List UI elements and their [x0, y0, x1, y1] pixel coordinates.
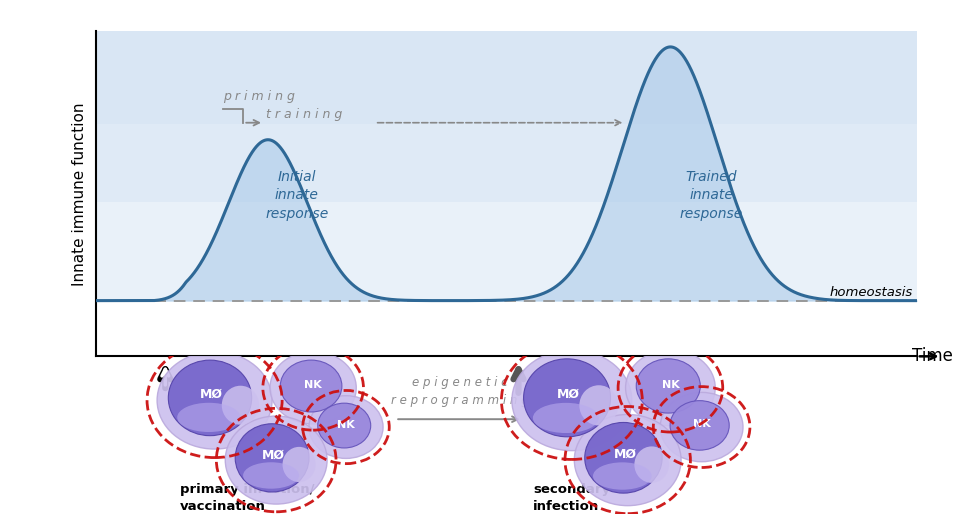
Ellipse shape: [222, 386, 259, 424]
Ellipse shape: [580, 385, 618, 425]
Text: MØ: MØ: [262, 449, 286, 461]
Ellipse shape: [660, 392, 743, 462]
Ellipse shape: [178, 403, 241, 432]
Ellipse shape: [281, 360, 342, 412]
Ellipse shape: [244, 462, 299, 489]
Y-axis label: Innate immune function: Innate immune function: [73, 102, 87, 286]
Ellipse shape: [270, 352, 356, 424]
Text: MØ: MØ: [613, 448, 637, 461]
Ellipse shape: [157, 352, 272, 449]
Text: e p i g e n e t i c
r e p r o g r a m m i n g: e p i g e n e t i c r e p r o g r a m m …: [391, 376, 528, 407]
Text: primary infection/
vaccination: primary infection/ vaccination: [180, 483, 314, 513]
Text: Time: Time: [912, 347, 953, 365]
Ellipse shape: [626, 350, 715, 425]
Ellipse shape: [634, 446, 669, 483]
Text: NK: NK: [305, 380, 322, 390]
Ellipse shape: [593, 462, 651, 490]
Bar: [96, 31, 917, 301]
Ellipse shape: [670, 401, 730, 450]
Ellipse shape: [574, 414, 681, 506]
Text: p r i m i n g: p r i m i n g: [223, 90, 295, 103]
Text: NK: NK: [662, 380, 679, 390]
Text: Trained
innate
response: Trained innate response: [680, 170, 743, 221]
Text: homeostasis: homeostasis: [830, 286, 913, 299]
Bar: [96, 31, 917, 124]
Ellipse shape: [235, 424, 309, 492]
Ellipse shape: [283, 447, 316, 482]
Ellipse shape: [584, 422, 662, 493]
Ellipse shape: [168, 360, 252, 435]
Ellipse shape: [523, 359, 610, 437]
Text: NK: NK: [692, 419, 711, 430]
Ellipse shape: [308, 396, 383, 458]
Text: MØ: MØ: [201, 388, 223, 401]
Text: NK: NK: [337, 420, 355, 430]
Text: t r a i n i n g: t r a i n i n g: [266, 108, 343, 121]
Ellipse shape: [636, 359, 700, 413]
Text: MØ: MØ: [558, 388, 581, 401]
Bar: [96, 31, 917, 202]
Text: Initial
innate
response: Initial innate response: [265, 170, 329, 221]
Text: secondary
infection: secondary infection: [533, 483, 610, 513]
Ellipse shape: [512, 350, 632, 451]
Ellipse shape: [533, 403, 599, 433]
Ellipse shape: [225, 416, 328, 504]
Ellipse shape: [318, 403, 371, 448]
